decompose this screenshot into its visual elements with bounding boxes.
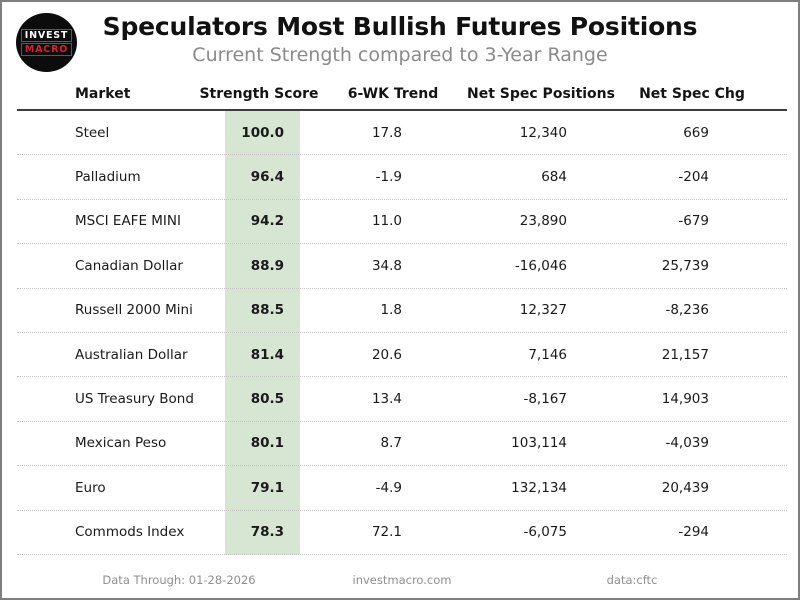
investmacro-logo: INVEST MACRO — [16, 13, 77, 72]
page-subtitle: Current Strength compared to 3-Year Rang… — [192, 44, 608, 66]
trend-value: -1.9 — [375, 169, 402, 186]
table-row-us-treasury-bond: US Treasury Bond 80.5 13.4 -8,167 14,903 — [17, 377, 787, 422]
net-spec-chg-value: 14,903 — [661, 391, 709, 408]
table-row-canadian-dollar: Canadian Dollar 88.9 34.8 -16,046 25,739 — [17, 244, 787, 289]
net-spec-chg-value: -294 — [678, 524, 709, 541]
trend-value: 1.8 — [380, 302, 402, 319]
table-row-palladium: Palladium 96.4 -1.9 684 -204 — [17, 155, 787, 200]
strength-score-value: 81.4 — [250, 346, 284, 363]
trend-value: 11.0 — [371, 213, 402, 230]
strength-score-value: 100.0 — [241, 124, 284, 141]
net-spec-chg-value: 25,739 — [661, 257, 709, 274]
footer-website: investmacro.com — [352, 573, 452, 587]
column-header-market: Market — [75, 86, 131, 102]
strength-score-value: 78.3 — [250, 524, 284, 541]
net-spec-positions-value: -6,075 — [523, 524, 567, 541]
table-row-steel: Steel 100.0 17.8 12,340 669 — [17, 111, 787, 156]
net-spec-positions-value: 132,134 — [511, 479, 567, 496]
column-header-net-spec-positions: Net Spec Positions — [467, 86, 615, 102]
net-spec-chg-value: 669 — [683, 124, 709, 141]
column-header-net-spec-chg: Net Spec Chg — [639, 86, 745, 102]
net-spec-positions-value: 12,327 — [519, 302, 567, 319]
net-spec-chg-value: -8,236 — [665, 302, 709, 319]
logo-macro-text: MACRO — [20, 43, 73, 56]
net-spec-positions-value: 12,340 — [519, 124, 567, 141]
trend-value: 13.4 — [371, 391, 402, 408]
net-spec-positions-value: -8,167 — [523, 391, 567, 408]
market-name: Mexican Peso — [75, 435, 167, 452]
trend-value: 72.1 — [371, 524, 402, 541]
net-spec-positions-value: 7,146 — [528, 346, 567, 363]
net-spec-positions-value: 23,890 — [519, 213, 567, 230]
net-spec-chg-value: -679 — [678, 213, 709, 230]
strength-score-value: 88.9 — [250, 257, 284, 274]
strength-score-highlight-band — [225, 111, 300, 555]
trend-value: 8.7 — [380, 435, 402, 452]
page-title: Speculators Most Bullish Futures Positio… — [102, 12, 698, 41]
column-header-strength-score: Strength Score — [199, 86, 319, 102]
market-name: Australian Dollar — [75, 346, 188, 363]
strength-score-value: 80.5 — [250, 391, 284, 408]
market-name: Commods Index — [75, 524, 185, 541]
strength-score-value: 94.2 — [250, 213, 284, 230]
net-spec-chg-value: 20,439 — [661, 479, 709, 496]
strength-score-value: 96.4 — [250, 169, 284, 186]
net-spec-positions-value: -16,046 — [514, 257, 567, 274]
market-name: Steel — [75, 124, 110, 141]
trend-value: -4.9 — [375, 479, 402, 496]
strength-score-value: 79.1 — [250, 479, 284, 496]
net-spec-positions-value: 103,114 — [511, 435, 567, 452]
futures-table: Steel 100.0 17.8 12,340 669 Palladium 96… — [17, 111, 787, 555]
market-name: Russell 2000 Mini — [75, 302, 193, 319]
table-row-australian-dollar: Australian Dollar 81.4 20.6 7,146 21,157 — [17, 333, 787, 378]
net-spec-chg-value: 21,157 — [661, 346, 709, 363]
trend-value: 20.6 — [371, 346, 402, 363]
column-header-6wk-trend: 6-WK Trend — [347, 86, 439, 102]
footer-data-source: data:cftc — [606, 573, 658, 587]
header-divider-line — [17, 109, 787, 111]
table-row-mexican-peso: Mexican Peso 80.1 8.7 103,114 -4,039 — [17, 422, 787, 467]
market-name: Palladium — [75, 169, 141, 186]
market-name: MSCI EAFE MINI — [75, 213, 181, 230]
table-row-russell-2000-mini: Russell 2000 Mini 88.5 1.8 12,327 -8,236 — [17, 289, 787, 333]
net-spec-chg-value: -4,039 — [665, 435, 709, 452]
strength-score-value: 88.5 — [250, 302, 284, 319]
market-name: Euro — [75, 479, 106, 496]
table-row-commods-index: Commods Index 78.3 72.1 -6,075 -294 — [17, 511, 787, 555]
net-spec-chg-value: -204 — [678, 169, 709, 186]
logo-invest-text: INVEST — [20, 29, 73, 42]
market-name: Canadian Dollar — [75, 257, 183, 274]
trend-value: 34.8 — [371, 257, 402, 274]
footer-data-through: Data Through: 01-28-2026 — [102, 573, 256, 587]
table-row-euro: Euro 79.1 -4.9 132,134 20,439 — [17, 466, 787, 511]
market-name: US Treasury Bond — [75, 391, 194, 408]
trend-value: 17.8 — [371, 124, 402, 141]
strength-score-value: 80.1 — [250, 435, 284, 452]
net-spec-positions-value: 684 — [541, 169, 567, 186]
table-row-msci-eafe-mini: MSCI EAFE MINI 94.2 11.0 23,890 -679 — [17, 200, 787, 245]
